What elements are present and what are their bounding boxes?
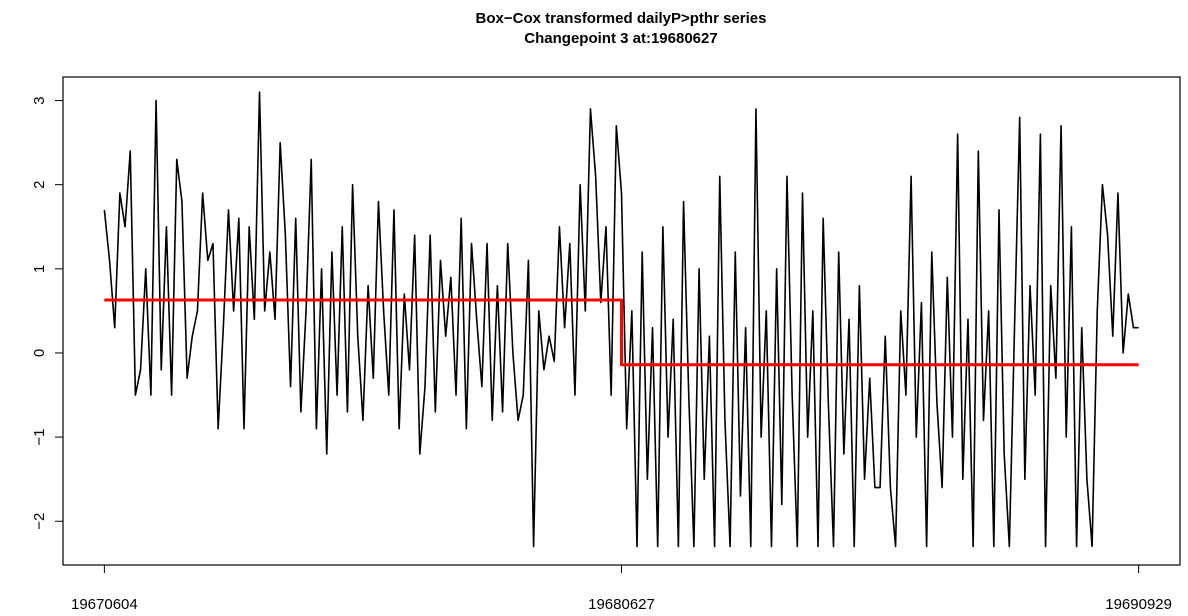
- chart-title: Box−Cox transformed dailyP>pthr series: [476, 10, 767, 27]
- chart-subtitle: Changepoint 3 at:19680627: [524, 30, 717, 47]
- y-tick-label: 1: [31, 265, 48, 273]
- y-tick-label: −1: [31, 429, 48, 446]
- x-tick-label: 19670604: [71, 596, 138, 613]
- y-tick-label: 2: [31, 181, 48, 189]
- series-line: [103, 91, 1139, 548]
- x-tick-label: 19680627: [588, 596, 655, 613]
- x-tick-label: 19690929: [1105, 596, 1172, 613]
- y-tick-label: 3: [31, 96, 48, 104]
- y-tick-label: 0: [31, 349, 48, 357]
- changepoint-mean-line: [104, 298, 1139, 367]
- y-tick-label: −2: [31, 513, 48, 530]
